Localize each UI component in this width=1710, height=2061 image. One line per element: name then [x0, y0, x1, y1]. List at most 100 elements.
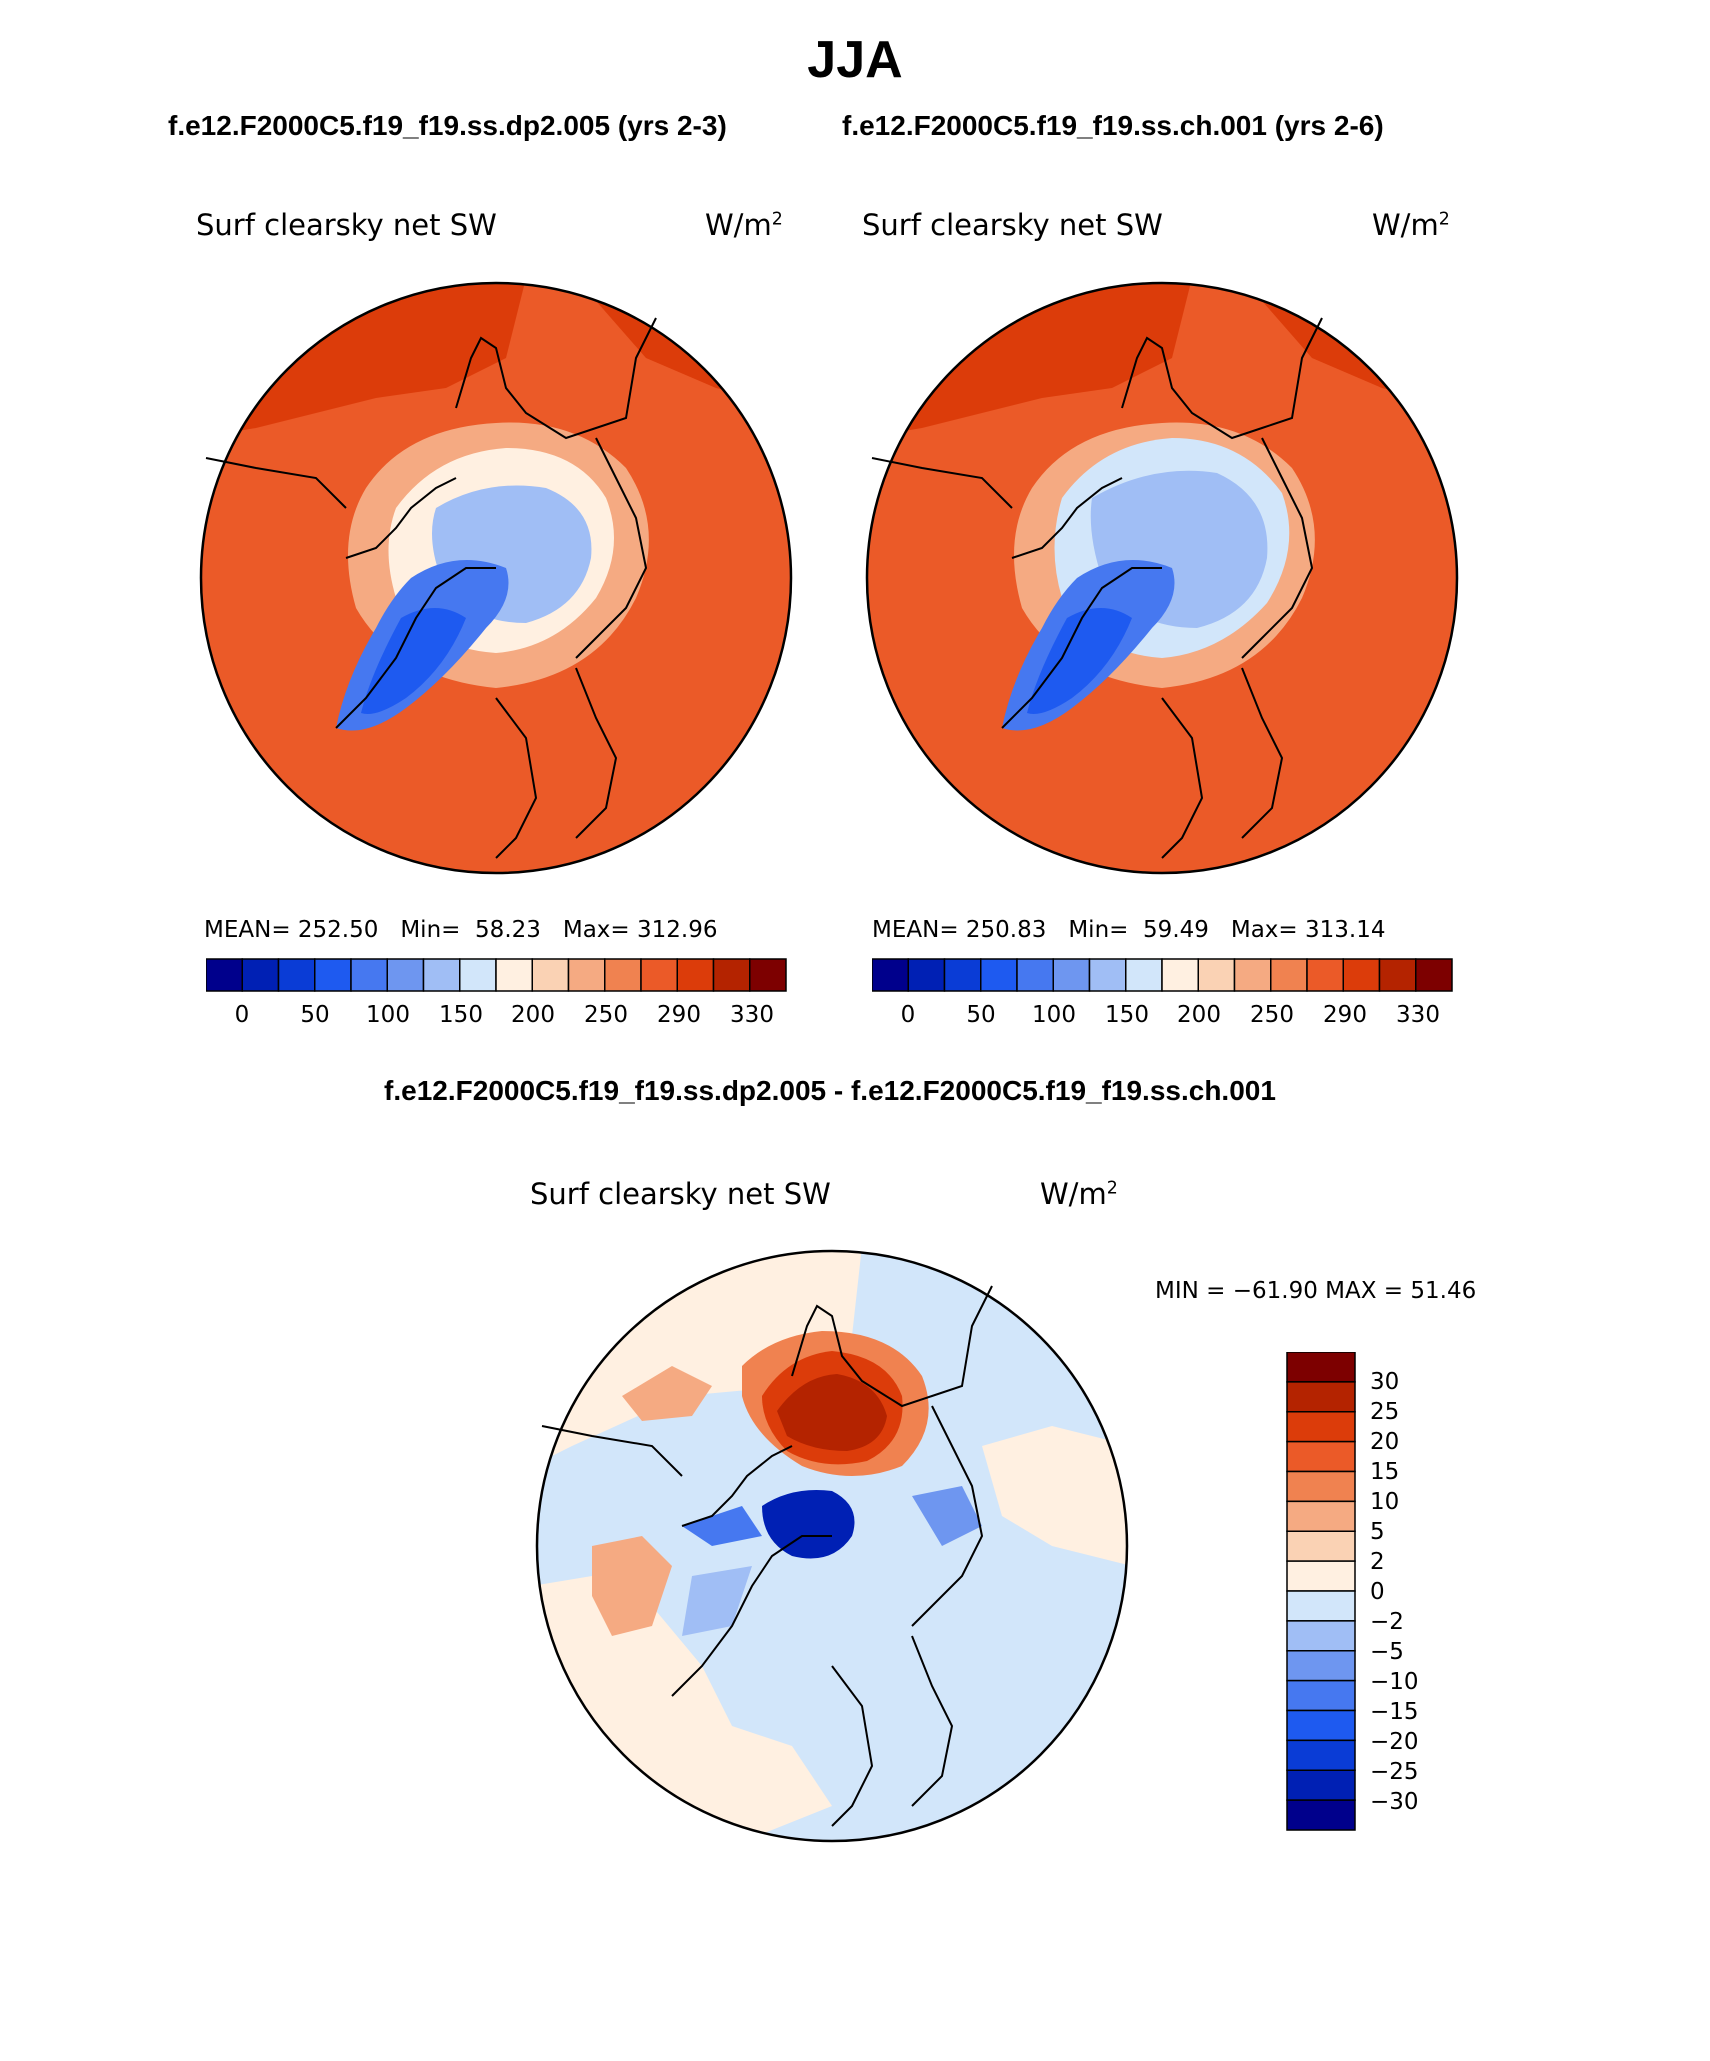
panel-a-units: W/m2 — [705, 208, 783, 242]
map-boundary — [535, 1249, 1129, 1843]
colorbar-tick-label: 100 — [1032, 1002, 1076, 1028]
colorbar-swatch — [1270, 958, 1308, 992]
colorbar-tick-label: 20 — [1370, 1429, 1400, 1455]
diff-minmax: MIN = −61.90 MAX = 51.46 — [1155, 1278, 1477, 1304]
colorbar-swatch — [567, 958, 606, 992]
colorbar-tick-label: −30 — [1370, 1789, 1419, 1815]
map-panel-diff — [535, 1249, 1129, 1843]
colorbar-b — [872, 958, 1453, 992]
colorbar-swatch — [1286, 1530, 1356, 1562]
greenland-ice-core — [361, 608, 466, 714]
panel-a-stats: MEAN= 252.50 Min= 58.23 Max= 312.96 — [204, 917, 718, 943]
colorbar-tick-label: 200 — [511, 1002, 555, 1028]
colorbar-tick-label: 50 — [300, 1002, 330, 1028]
colorbar-tick-label: 200 — [1177, 1002, 1221, 1028]
colorbar-swatch — [604, 958, 642, 992]
colorbar-swatch — [1286, 1560, 1356, 1592]
colorbar-swatch — [495, 958, 533, 992]
positive-region — [982, 1426, 1127, 1566]
colorbar-tick-label: 0 — [1370, 1579, 1385, 1605]
map-boundary — [865, 281, 1459, 875]
colorbar-swatch — [1197, 958, 1236, 992]
colorbar-swatch — [943, 958, 982, 992]
colorbar-swatch — [907, 958, 946, 992]
colorbar-swatch — [980, 958, 1018, 992]
colorbar-swatch — [1286, 1500, 1356, 1533]
colorbar-swatch — [1016, 958, 1054, 992]
colorbar-tick-label: −20 — [1370, 1729, 1419, 1755]
colorbar-tick-label: 330 — [730, 1002, 774, 1028]
colorbar-swatch — [676, 958, 715, 992]
colorbar-swatch — [1378, 958, 1417, 992]
negative-region — [682, 1506, 762, 1546]
colorbar-diff-labels: 30 25 20 15 10 5 2 0 −2 −5 −10 −15 −20 −… — [1370, 1352, 1490, 1832]
diff-title: f.e12.F2000C5.f19_f19.ss.dp2.005 - f.e12… — [384, 1075, 1276, 1106]
colorbar-swatch — [1088, 958, 1127, 992]
colorbar-tick-label: −2 — [1370, 1609, 1404, 1635]
colorbar-swatch — [350, 958, 388, 992]
negative-region — [682, 1566, 752, 1636]
colorbar-tick-label: 30 — [1370, 1369, 1400, 1395]
colorbar-tick-label: 250 — [584, 1002, 628, 1028]
coastlines — [205, 317, 657, 859]
map-boundary — [199, 281, 793, 875]
colorbar-tick-label: −25 — [1370, 1759, 1419, 1785]
colorbar-swatch — [386, 958, 425, 992]
colorbar-tick-label: −10 — [1370, 1669, 1419, 1695]
coastlines — [871, 317, 1323, 859]
negative-region — [762, 1490, 855, 1559]
colorbar-tick-label: 290 — [657, 1002, 701, 1028]
colorbar-swatch — [872, 958, 909, 992]
colorbar-tick-label: 0 — [900, 1002, 916, 1028]
colorbar-swatch — [1286, 1769, 1356, 1801]
colorbar-swatch — [1286, 1440, 1356, 1473]
colorbar-tick-label: 250 — [1250, 1002, 1294, 1028]
colorbar-tick-label: 0 — [234, 1002, 250, 1028]
colorbar-tick-label: 25 — [1370, 1399, 1400, 1425]
colorbar-swatch — [1286, 1381, 1356, 1413]
colorbar-swatch — [277, 958, 316, 992]
colorbar-swatch — [1286, 1650, 1356, 1682]
season-title: JJA — [807, 31, 903, 89]
colorbar-tick-label: 150 — [1105, 1002, 1149, 1028]
colorbar-swatch — [1233, 958, 1272, 992]
colorbar-swatch — [1161, 958, 1199, 992]
colorbar-swatch — [640, 958, 678, 992]
colorbar-swatch — [241, 958, 280, 992]
map-panel-b — [865, 281, 1459, 875]
colorbar-tick-label: 330 — [1396, 1002, 1440, 1028]
panel-a-variable: Surf clearsky net SW — [196, 208, 497, 242]
colorbar-swatch — [1342, 958, 1381, 992]
colorbar-tick-label: 290 — [1323, 1002, 1367, 1028]
greenland-ice-core — [1027, 608, 1132, 714]
diff-units: W/m2 — [1040, 1177, 1118, 1211]
colorbar-swatch — [1286, 1620, 1356, 1652]
colorbar-swatch — [1415, 958, 1453, 992]
colorbar-swatch — [206, 958, 243, 992]
colorbar-b-labels: 0 50 100 150 200 250 290 330 — [872, 1002, 1454, 1032]
colorbar-tick-label: 150 — [439, 1002, 483, 1028]
positive-region — [777, 1374, 887, 1451]
panel-b-variable: Surf clearsky net SW — [862, 208, 1163, 242]
colorbar-swatch — [1125, 958, 1163, 992]
colorbar-swatch — [1286, 1470, 1356, 1503]
colorbar-swatch — [1286, 1411, 1356, 1443]
colorbar-tick-label: 5 — [1370, 1519, 1385, 1545]
colorbar-swatch — [749, 958, 787, 992]
colorbar-tick-label: −15 — [1370, 1699, 1419, 1725]
case-b-title: f.e12.F2000C5.f19_f19.ss.ch.001 (yrs 2-6… — [842, 110, 1384, 141]
colorbar-tick-label: 15 — [1370, 1459, 1400, 1485]
colorbar-tick-label: −5 — [1370, 1639, 1404, 1665]
colorbar-swatch — [422, 958, 461, 992]
panel-b-units: W/m2 — [1372, 208, 1450, 242]
colorbar-swatch — [531, 958, 570, 992]
colorbar-swatch — [1286, 1799, 1356, 1831]
colorbar-tick-label: 10 — [1370, 1489, 1400, 1515]
coastlines — [541, 1285, 993, 1827]
panel-b-stats: MEAN= 250.83 Min= 59.49 Max= 313.14 — [872, 917, 1386, 943]
colorbar-swatch — [459, 958, 497, 992]
negative-region — [912, 1486, 982, 1546]
colorbar-swatch — [712, 958, 751, 992]
colorbar-swatch — [1286, 1352, 1356, 1383]
colorbar-swatch — [1306, 958, 1344, 992]
